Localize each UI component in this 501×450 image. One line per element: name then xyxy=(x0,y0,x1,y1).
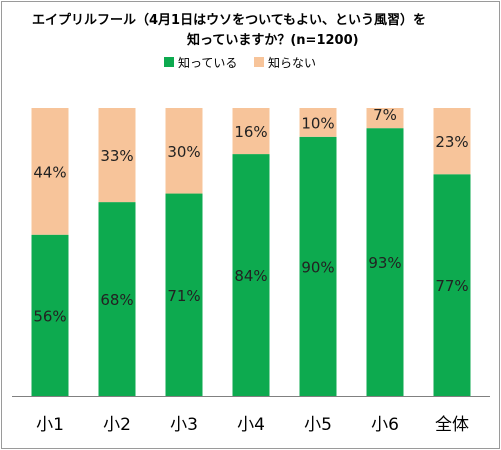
chart-title: エイプリルフール（4月1日はウソをついてもよい、という風習）を xyxy=(32,12,426,28)
chart-subtitle: 知っていますか？(n=1200) xyxy=(187,32,359,48)
bar-not-know-7 xyxy=(433,108,471,175)
data-label-know-7: 77% xyxy=(435,277,468,295)
data-label-know-5: 90% xyxy=(301,258,334,276)
data-label-not-know-5: 10% xyxy=(301,114,334,132)
data-label-not-know-1: 44% xyxy=(33,163,66,181)
data-label-not-know-4: 16% xyxy=(234,123,267,141)
legend-label-not-know: 知らない xyxy=(268,56,316,70)
x-tick-label-7: 全体 xyxy=(435,415,469,435)
bar-not-know-1 xyxy=(31,108,69,235)
x-axis-ticks: 小1 小2 小3 小4 小5 小6 全体 xyxy=(36,415,469,435)
data-label-know-2: 68% xyxy=(100,291,133,309)
x-tick-label-1: 小1 xyxy=(36,415,64,435)
bar-know-6 xyxy=(366,128,404,396)
x-tick-label-3: 小3 xyxy=(170,415,198,435)
bar-not-know-3 xyxy=(165,108,203,194)
x-tick-label-6: 小6 xyxy=(371,415,399,435)
bar-know-4 xyxy=(232,154,270,396)
bar-know-2 xyxy=(98,202,136,396)
data-label-know-4: 84% xyxy=(234,267,267,285)
data-label-not-know-2: 33% xyxy=(100,147,133,165)
x-tick-label-2: 小2 xyxy=(103,415,131,435)
legend-swatch-not-know xyxy=(254,57,264,67)
bar-group: 56% 44% 68% 33% 71% 30% 84% 16% 90% 10% 93% 7% 77% 23… xyxy=(31,106,471,397)
bar-not-know-5 xyxy=(299,108,337,137)
bar-know-5 xyxy=(299,136,337,397)
bar-not-know-4 xyxy=(232,108,270,155)
legend: 知っている 知らない xyxy=(164,56,316,70)
data-label-not-know-7: 23% xyxy=(435,133,468,151)
bar-know-3 xyxy=(165,193,203,396)
data-label-know-1: 56% xyxy=(33,307,66,325)
bar-not-know-2 xyxy=(98,108,136,203)
bar-not-know-6 xyxy=(366,108,404,129)
data-label-know-3: 71% xyxy=(167,287,200,305)
bar-know-1 xyxy=(31,234,69,396)
data-label-not-know-6: 7% xyxy=(373,106,397,124)
x-tick-label-4: 小4 xyxy=(237,415,265,435)
legend-swatch-know xyxy=(164,57,174,67)
legend-label-know: 知っている xyxy=(178,56,237,70)
bar-know-7 xyxy=(433,174,471,396)
data-label-not-know-3: 30% xyxy=(167,143,200,161)
x-tick-label-5: 小5 xyxy=(304,415,332,435)
data-label-know-6: 93% xyxy=(368,254,401,272)
